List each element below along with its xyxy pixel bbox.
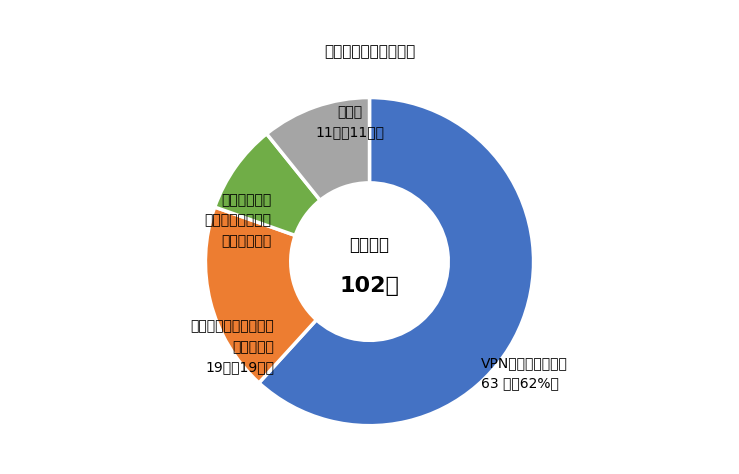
Text: 有効回答: 有効回答	[350, 236, 389, 254]
Text: その他
11件（11％）: その他 11件（11％）	[316, 105, 384, 139]
Text: 不審メールや
その添付ファイル
９件（９％）: 不審メールや その添付ファイル ９件（９％）	[204, 193, 271, 248]
Text: 102件: 102件	[339, 276, 400, 296]
Wedge shape	[205, 207, 316, 383]
Wedge shape	[267, 98, 370, 200]
Wedge shape	[215, 134, 320, 236]
Wedge shape	[259, 98, 534, 426]
Text: リモートデスクトップ
からの侵入
19件（19％）: リモートデスクトップ からの侵入 19件（19％）	[191, 319, 274, 374]
Text: 【図表６：感染経路】: 【図表６：感染経路】	[324, 44, 415, 59]
Text: VPN機器からの侵入
63 件（62%）: VPN機器からの侵入 63 件（62%）	[481, 356, 568, 391]
